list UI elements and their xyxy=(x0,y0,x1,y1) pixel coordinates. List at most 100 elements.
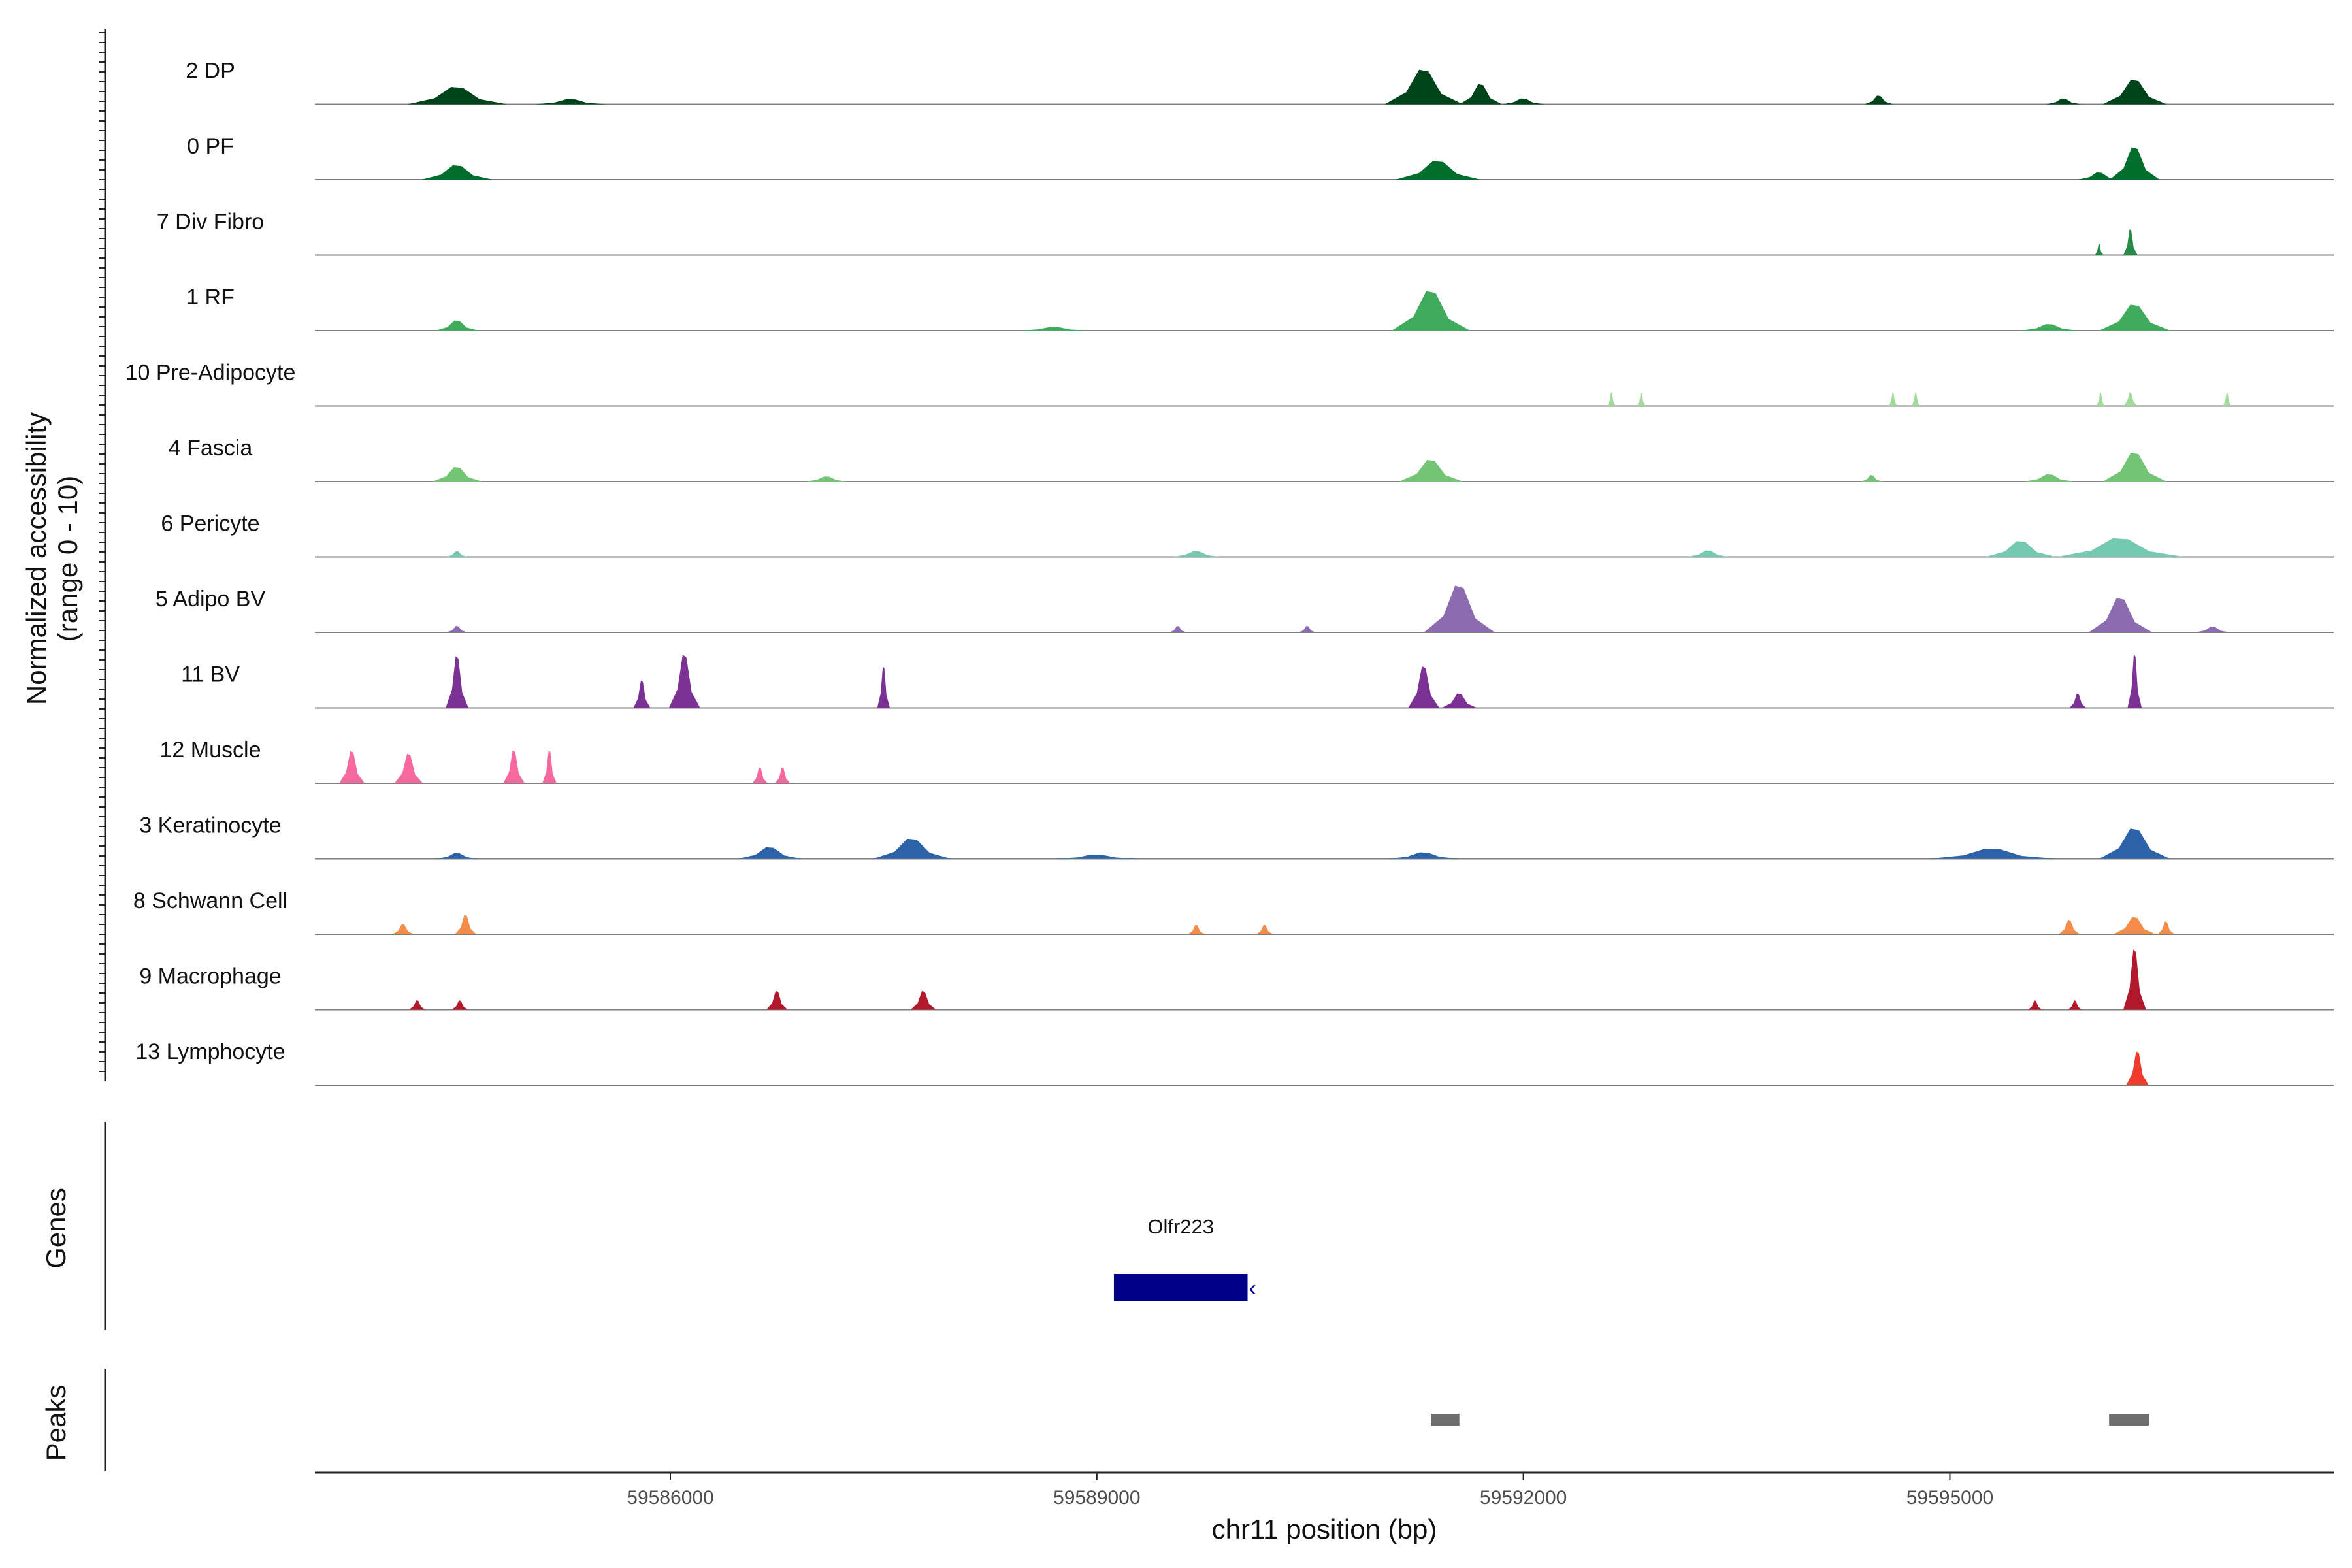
x-tick-label: 59595000 xyxy=(1906,1487,1993,1509)
track-label: 7 Div Fibro xyxy=(157,210,264,235)
coverage-peak xyxy=(1686,550,1730,557)
coverage-peak xyxy=(877,666,890,708)
coverage-peak xyxy=(2223,392,2232,406)
coverage-peak xyxy=(1392,291,1471,331)
y-axis-title: Normalized accessibility xyxy=(21,412,52,705)
gene-body xyxy=(1113,1274,1248,1301)
coverage-peak xyxy=(752,767,768,783)
track-label: 3 Keratinocyte xyxy=(139,813,281,838)
gene-track: ‹ Olfr223 xyxy=(1113,1215,1256,1301)
coverage-peak xyxy=(766,990,788,1010)
coverage-peak xyxy=(1019,327,1090,331)
track-5: 4 Fascia xyxy=(169,436,2334,482)
coverage-peak xyxy=(1388,852,1460,859)
coverage-peak xyxy=(2113,917,2156,934)
coverage-peak xyxy=(435,853,479,859)
x-axis-title: chr11 position (bp) xyxy=(1212,1514,1437,1544)
coverage-peak xyxy=(774,767,791,783)
x-tick-label: 59586000 xyxy=(627,1487,713,1509)
coverage-peak xyxy=(1637,392,1646,406)
coverage-peak xyxy=(394,753,423,783)
track-7: 5 Adipo BV xyxy=(155,585,2334,633)
track-label: 2 DP xyxy=(186,59,235,84)
coverage-peak xyxy=(1424,585,1495,632)
coverage-peak xyxy=(535,99,607,105)
coverage-peak xyxy=(805,476,849,482)
track-label: 12 Muscle xyxy=(160,738,261,762)
coverage-peak xyxy=(1502,98,1545,105)
coverage-peak xyxy=(2088,598,2153,632)
coverage-peak xyxy=(1399,460,1463,482)
coverage-peak xyxy=(910,990,936,1010)
x-tick-label: 59592000 xyxy=(1480,1487,1567,1509)
coverage-peak xyxy=(1888,392,1897,406)
coverage-peak xyxy=(1395,161,1481,180)
coverage-peak xyxy=(1169,626,1186,632)
track-3: 1 RF xyxy=(186,285,2334,331)
coverage-peak xyxy=(446,626,468,632)
coverage-peak xyxy=(2095,243,2104,255)
track-label: 6 Pericyte xyxy=(161,512,259,536)
track-label: 5 Adipo BV xyxy=(155,587,266,612)
peak-region xyxy=(2109,1414,2149,1426)
coverage-peak xyxy=(408,1000,426,1010)
coverage-peak xyxy=(421,165,493,180)
coverage-peak xyxy=(2099,828,2170,859)
coverage-peak xyxy=(407,87,507,105)
track-label: 4 Fascia xyxy=(169,436,253,461)
coverage-peak xyxy=(1408,666,1440,708)
track-label: 13 Lymphocyte xyxy=(135,1039,285,1064)
coverage-peak xyxy=(2126,1051,2149,1085)
coverage-peak xyxy=(2078,172,2121,180)
coverage-peak xyxy=(2068,1000,2082,1010)
coverage-peak xyxy=(338,751,365,783)
peak-region xyxy=(1431,1414,1460,1426)
coverage-peak xyxy=(2157,921,2175,934)
coverage-peak xyxy=(455,915,476,934)
track-0: 2 DP xyxy=(186,59,2334,105)
coverage-peak xyxy=(2058,920,2080,934)
coverage-peak xyxy=(1928,849,2057,859)
coverage-peak xyxy=(542,750,557,783)
coverage-peak xyxy=(1298,626,1316,632)
coverage-peak xyxy=(1441,693,1477,708)
peaks-axis-title: Peaks xyxy=(41,1385,71,1462)
coverage-peak xyxy=(2021,324,2078,331)
track-label: 1 RF xyxy=(186,285,235,310)
coverage-peak xyxy=(1607,392,1616,406)
coverage-peak xyxy=(1054,854,1140,859)
coverage-peak xyxy=(2102,80,2167,105)
coverage-peak xyxy=(668,655,700,708)
genes-axis-title: Genes xyxy=(41,1188,71,1269)
coverage-peak xyxy=(2096,392,2105,406)
track-label: 10 Pre-Adipocyte xyxy=(125,361,296,385)
track-4: 10 Pre-Adipocyte xyxy=(125,361,2334,407)
track-label: 9 Macrophage xyxy=(139,964,281,989)
coverage-peak xyxy=(2123,949,2146,1010)
coverage-peak xyxy=(392,924,414,934)
coverage-peak xyxy=(2110,147,2160,180)
track-2: 7 Div Fibro xyxy=(157,210,2334,256)
track-label: 0 PF xyxy=(187,134,234,159)
coverage-peak xyxy=(1256,924,1273,934)
coverage-peak xyxy=(2046,98,2082,105)
coverage-tracks: 2 DP 0 PF 7 Div Fibro 1 RF 10 Pre-Adipocyte 4… xyxy=(125,59,2334,1086)
coverage-peak xyxy=(2024,474,2074,482)
coverage-peak xyxy=(2123,392,2138,406)
coverage-peak xyxy=(738,847,802,859)
track-8: 11 BV xyxy=(181,654,2334,709)
coverage-peak xyxy=(633,680,651,708)
coverage-y-ticks xyxy=(99,32,105,1072)
track-13: 13 Lymphocyte xyxy=(135,1039,2334,1086)
coverage-peak xyxy=(2028,1000,2042,1010)
coverage-peak xyxy=(2127,654,2142,708)
coverage-peak xyxy=(1985,541,2057,557)
coverage-peak xyxy=(873,838,951,859)
coverage-peak xyxy=(1171,551,1222,557)
track-1: 0 PF xyxy=(187,134,2334,180)
coverage-peak xyxy=(1861,475,1883,482)
coverage-peak xyxy=(446,551,468,557)
coverage-peak xyxy=(1188,924,1205,934)
coverage-peak xyxy=(1459,84,1503,105)
